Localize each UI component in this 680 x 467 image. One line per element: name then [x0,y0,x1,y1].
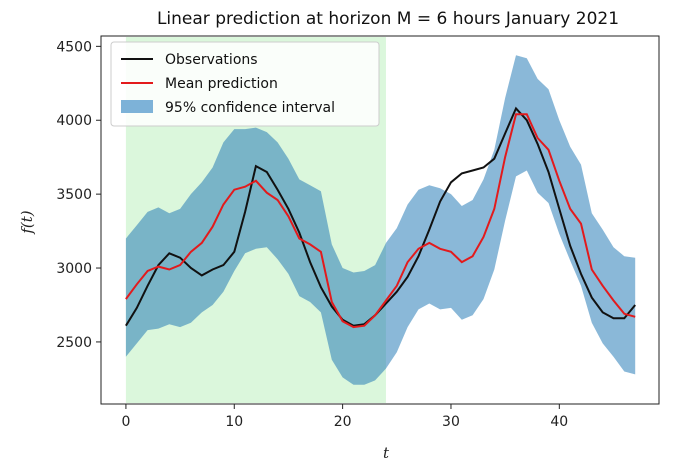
y-tick-label-3000: 3000 [56,261,92,277]
plot-frame [100,35,660,405]
legend-box [110,41,380,127]
legend-label-observations: Observations [165,52,258,68]
x-tick-label-20: 20 [334,414,352,430]
confidence-band [125,55,636,385]
legend-label-confidence-interval: 95% confidence interval [165,100,335,116]
x-tick-label-40: 40 [550,414,568,430]
y-axis-label: f(t) [18,210,36,234]
y-tick-label-3500: 3500 [56,187,92,203]
legend: Observations Mean prediction 95% confide… [110,41,380,127]
y-tick-label-2500: 2500 [56,335,92,351]
x-tick-label-30: 30 [442,414,460,430]
x-tick-label-10: 10 [225,414,243,430]
legend-label-mean-prediction: Mean prediction [165,76,278,92]
legend-swatch-confidence-interval [121,100,153,113]
x-tick-label-0: 0 [121,414,130,430]
y-tick-label-4500: 4500 [56,39,92,55]
y-axis-ticks: 2500 3000 3500 4000 4500 [56,39,101,351]
x-axis-ticks: 0 10 20 30 40 [121,404,568,430]
mean-prediction-line [125,113,636,329]
x-axis-label: t [383,444,390,462]
chart-title: Linear prediction at horizon M = 6 hours… [157,9,619,29]
y-tick-label-4000: 4000 [56,113,92,129]
